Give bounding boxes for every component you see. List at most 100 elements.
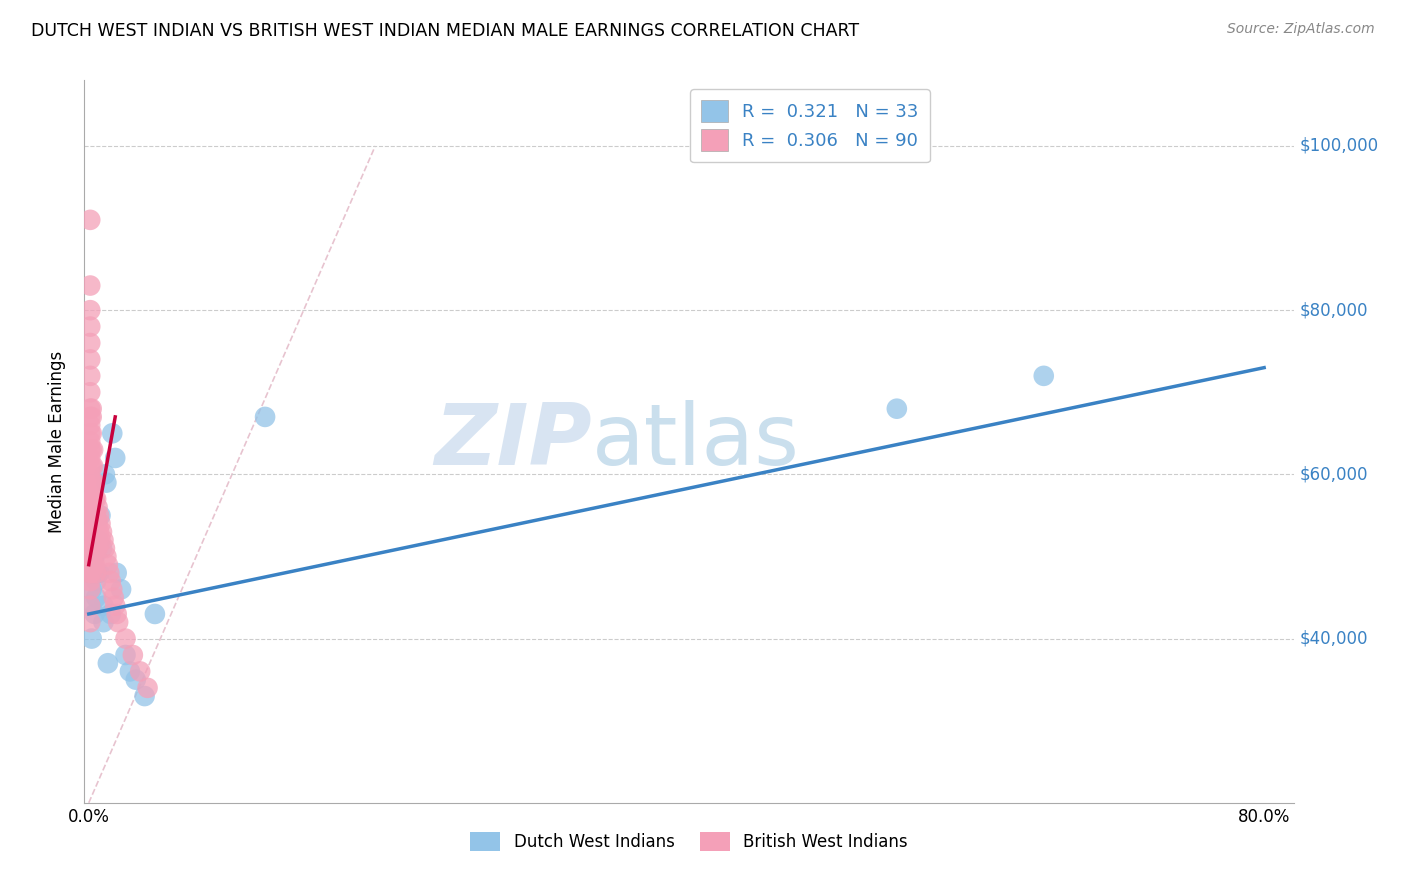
Text: atlas: atlas: [592, 400, 800, 483]
Point: [82, 475, 104, 490]
Point: [79, 475, 101, 490]
Text: $80,000: $80,000: [1299, 301, 1368, 319]
Point: [121, 648, 143, 662]
Point: [101, 426, 124, 441]
Point: [104, 450, 127, 465]
Point: [79, 434, 101, 449]
Point: [79, 599, 101, 613]
Point: [79, 500, 101, 515]
Point: [80, 459, 103, 474]
Point: [886, 401, 908, 416]
Text: $60,000: $60,000: [1299, 466, 1368, 483]
Point: [84, 491, 107, 506]
Point: [83, 558, 105, 572]
Point: [84, 591, 107, 605]
Point: [93, 599, 115, 613]
Point: [80, 549, 103, 564]
Point: [80, 582, 103, 597]
Point: [79, 566, 101, 580]
Point: [105, 566, 128, 580]
Point: [86, 516, 108, 531]
Point: [94, 541, 117, 556]
Point: [80, 508, 103, 523]
Point: [79, 418, 101, 433]
Point: [96, 549, 118, 564]
Point: [136, 681, 159, 695]
Point: [1032, 368, 1054, 383]
Point: [83, 475, 105, 490]
Point: [114, 648, 136, 662]
Point: [86, 533, 108, 547]
Point: [79, 336, 101, 351]
Point: [129, 665, 152, 679]
Point: [79, 582, 101, 597]
Point: [79, 549, 101, 564]
Point: [79, 516, 101, 531]
Point: [83, 524, 105, 539]
Point: [110, 582, 132, 597]
Point: [79, 450, 101, 465]
Point: [134, 689, 156, 703]
Point: [82, 524, 104, 539]
Point: [82, 541, 104, 556]
Point: [86, 500, 108, 515]
Point: [89, 533, 111, 547]
Point: [83, 607, 105, 621]
Point: [79, 541, 101, 556]
Point: [79, 615, 101, 630]
Point: [89, 508, 111, 523]
Point: [97, 558, 120, 572]
Point: [80, 409, 103, 424]
Point: [82, 442, 104, 457]
Point: [80, 524, 103, 539]
Point: [80, 541, 103, 556]
Point: [84, 541, 107, 556]
Point: [101, 582, 124, 597]
Point: [82, 549, 104, 564]
Point: [91, 541, 114, 556]
Point: [82, 558, 104, 572]
Text: $40,000: $40,000: [1299, 630, 1368, 648]
Point: [79, 401, 101, 416]
Point: [87, 566, 110, 580]
Point: [83, 491, 105, 506]
Point: [80, 426, 103, 441]
Point: [79, 558, 101, 572]
Point: [84, 566, 107, 580]
Point: [87, 524, 110, 539]
Point: [105, 607, 128, 621]
Point: [79, 491, 101, 506]
Point: [98, 566, 121, 580]
Point: [87, 508, 110, 523]
Point: [96, 475, 118, 490]
Point: [83, 549, 105, 564]
Text: Source: ZipAtlas.com: Source: ZipAtlas.com: [1227, 22, 1375, 37]
Y-axis label: Median Male Earnings: Median Male Earnings: [48, 351, 66, 533]
Point: [103, 591, 125, 605]
Point: [100, 607, 122, 621]
Point: [84, 574, 107, 588]
Point: [79, 352, 101, 367]
Point: [79, 368, 101, 383]
Point: [79, 442, 101, 457]
Point: [80, 442, 103, 457]
Point: [79, 385, 101, 400]
Point: [79, 303, 101, 318]
Point: [84, 524, 107, 539]
Point: [114, 632, 136, 646]
Point: [79, 524, 101, 539]
Point: [107, 615, 129, 630]
Point: [86, 541, 108, 556]
Point: [79, 459, 101, 474]
Point: [79, 508, 101, 523]
Point: [254, 409, 277, 424]
Point: [79, 483, 101, 498]
Point: [143, 607, 166, 621]
Point: [100, 574, 122, 588]
Point: [79, 574, 101, 588]
Point: [79, 409, 101, 424]
Point: [83, 541, 105, 556]
Legend: Dutch West Indians, British West Indians: Dutch West Indians, British West Indians: [463, 823, 915, 860]
Point: [93, 533, 115, 547]
Point: [87, 566, 110, 580]
